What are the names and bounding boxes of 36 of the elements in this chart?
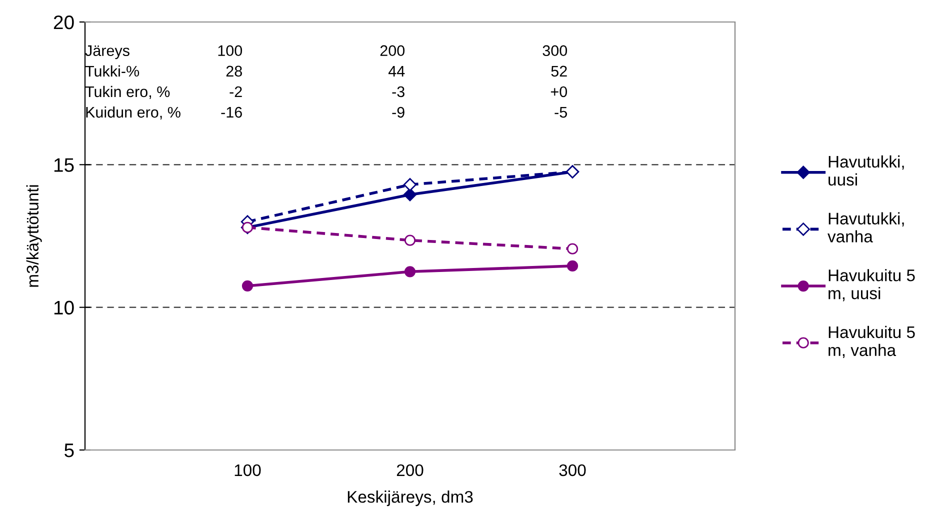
point	[404, 234, 416, 246]
annotation: -5	[554, 107, 567, 118]
point	[403, 178, 417, 192]
annotation: Järeys	[85, 45, 130, 60]
legend-label: Havutukki, vanha	[828, 212, 904, 242]
annotation: +0	[550, 86, 568, 98]
annotation: 300	[542, 45, 568, 56]
point	[403, 188, 417, 202]
annotation: -3	[392, 86, 404, 98]
annotation: -9	[392, 106, 404, 118]
annotation: 44	[388, 66, 405, 76]
annotation: 200	[380, 45, 405, 56]
annotation: 28	[226, 66, 242, 77]
legend-label: Havukuitu 5 m, vanha	[828, 326, 915, 358]
legend-label: Havutukki, uusi	[828, 155, 904, 186]
x-axis-title: Keskijäreys, dm3	[348, 490, 473, 506]
legend-label: Havukuitu 5 m, uusi	[828, 269, 915, 302]
point	[566, 260, 578, 272]
y-tick-label: 10	[54, 300, 74, 315]
x-tick-label: 300	[559, 464, 586, 476]
annotation: Tukin ero, %	[85, 86, 170, 99]
y-tick-label: 15	[54, 158, 74, 172]
point	[566, 243, 578, 254]
annotation: 52	[551, 66, 567, 77]
annotation: -2	[230, 86, 242, 97]
y-tick-label: 5	[64, 444, 74, 458]
y-tick-label: 20	[54, 15, 74, 30]
annotation: 100	[218, 45, 242, 56]
x-tick-label: 200	[396, 464, 424, 476]
point	[242, 280, 254, 292]
annotation: -16	[221, 106, 242, 118]
annotation: Kuidun ero, %	[86, 106, 180, 120]
y-axis-title: m3/käyttötunti	[26, 185, 42, 287]
x-tick-label: 100	[234, 464, 261, 476]
annotation: Tukki-%	[85, 65, 140, 77]
point	[404, 266, 416, 278]
